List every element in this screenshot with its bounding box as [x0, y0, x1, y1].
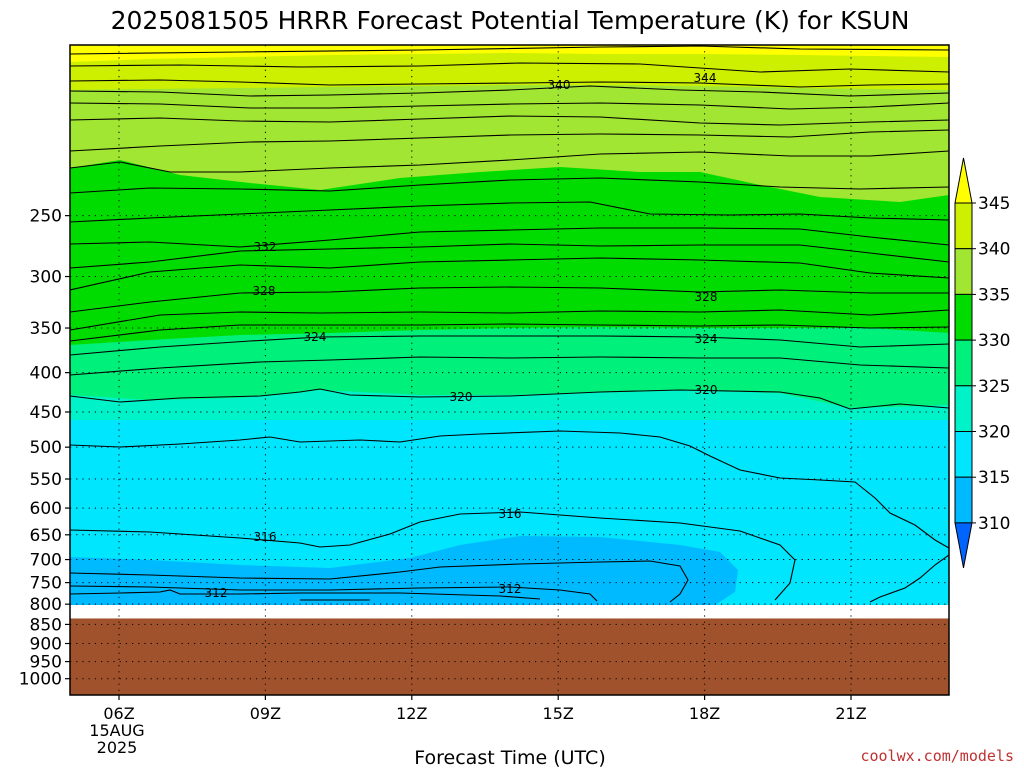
x-tick-label: 06Z — [103, 704, 134, 723]
contour-line — [70, 85, 949, 97]
colorbar-segment — [954, 339, 973, 387]
colorbar-label: 315 — [978, 468, 1010, 488]
y-tick-label: 650 — [30, 526, 62, 546]
contour-labels: 344 340 332 328 328 324 324 320 320 316 316 312 312 — [205, 71, 718, 600]
x-tick-label: 12Z — [396, 704, 427, 723]
band-fill — [70, 536, 738, 605]
colorbar-label: 320 — [978, 423, 1010, 443]
contour-line — [70, 309, 949, 331]
contour-line — [70, 388, 949, 410]
credit-text: coolwx.com/models — [860, 747, 1014, 765]
contour-lines — [70, 45, 949, 603]
contour-line — [70, 79, 949, 88]
contour-label: 328 — [253, 284, 276, 298]
contour-line — [70, 589, 541, 600]
colorbar-label: 335 — [978, 285, 1010, 305]
colorbar-segment — [954, 202, 973, 250]
colorbar-label: 310 — [978, 514, 1010, 534]
contour-label: 340 — [548, 78, 571, 92]
contour-line — [70, 560, 689, 603]
x-tick-label: 09Z — [250, 704, 281, 723]
y-tick-label: 600 — [30, 499, 62, 519]
contour-line — [70, 286, 949, 313]
y-tick-label: 550 — [30, 470, 62, 490]
contour-line — [70, 201, 949, 223]
colorbar-arrow-bottom — [954, 522, 973, 568]
contour-line — [70, 45, 949, 55]
contour-line — [70, 335, 949, 356]
plot-frame — [69, 44, 950, 696]
contour-line — [70, 243, 949, 269]
y-tick-label: 400 — [30, 364, 62, 384]
contour-line — [70, 323, 949, 342]
colorbar-segment — [954, 293, 973, 341]
y-tick-label: 950 — [30, 653, 62, 673]
colorbar-label: 340 — [978, 240, 1010, 260]
contour-label: 320 — [450, 390, 473, 404]
x-tick-label: 18Z — [689, 704, 720, 723]
contour-line — [70, 102, 949, 110]
x-tick-date-label: 2025 — [97, 738, 138, 757]
contour-label: 316 — [499, 507, 522, 521]
y-tick-label: 500 — [30, 438, 62, 458]
contour-line — [70, 257, 949, 291]
contour-line — [70, 62, 949, 73]
y-tick-label: 350 — [30, 319, 62, 339]
contour-label: 312 — [205, 586, 228, 600]
colorbar-label: 330 — [978, 331, 1010, 351]
chart-title: 2025081505 HRRR Forecast Potential Tempe… — [111, 6, 910, 35]
contour-line — [70, 177, 949, 194]
contour-label: 320 — [695, 383, 718, 397]
colorbar-arrow-top — [954, 157, 973, 204]
y-tick-label: 450 — [30, 403, 62, 423]
contour-line — [70, 227, 949, 248]
contour-label: 328 — [695, 290, 718, 304]
colorbar-segment — [954, 476, 973, 524]
x-tick-label: 21Z — [835, 704, 866, 723]
contour-line — [70, 511, 796, 601]
x-tick-date-label: 15AUG — [89, 721, 144, 740]
colorbar-label: 325 — [978, 377, 1010, 397]
y-tick-label: 850 — [30, 615, 62, 635]
y-axis: 2503003504004505005506006507007508008509… — [19, 207, 70, 690]
terrain — [70, 618, 949, 695]
contour-line — [70, 585, 598, 602]
y-tick-label: 750 — [30, 574, 62, 594]
contour-line — [70, 115, 949, 126]
colorbar-label: 345 — [978, 194, 1010, 214]
colorbar-segment — [954, 248, 973, 295]
contour-label: 324 — [695, 332, 718, 346]
contour-label: 332 — [254, 240, 277, 254]
y-tick-label: 250 — [30, 207, 62, 227]
colorbar-segment — [954, 431, 973, 478]
contour-line — [70, 430, 949, 549]
y-tick-label: 800 — [30, 595, 62, 615]
colorbar: 345 340 335 330 325 320 315 310 — [954, 157, 1010, 568]
y-tick-label: 900 — [30, 635, 62, 655]
contour-line — [869, 554, 949, 603]
x-axis-label: Forecast Time (UTC) — [414, 747, 605, 768]
contour-label: 324 — [304, 330, 327, 344]
contour-line — [70, 129, 949, 152]
y-tick-label: 300 — [30, 268, 62, 288]
grid — [70, 45, 949, 695]
contour-line — [70, 150, 949, 173]
contour-label: 316 — [254, 530, 277, 544]
x-tick-label: 15Z — [543, 704, 574, 723]
y-tick-label: 700 — [30, 551, 62, 571]
colorbar-segment — [954, 385, 973, 432]
y-tick-label: 1000 — [19, 670, 62, 690]
contour-label: 312 — [499, 582, 522, 596]
contour-line — [70, 356, 949, 376]
contour-label: 344 — [694, 71, 717, 85]
